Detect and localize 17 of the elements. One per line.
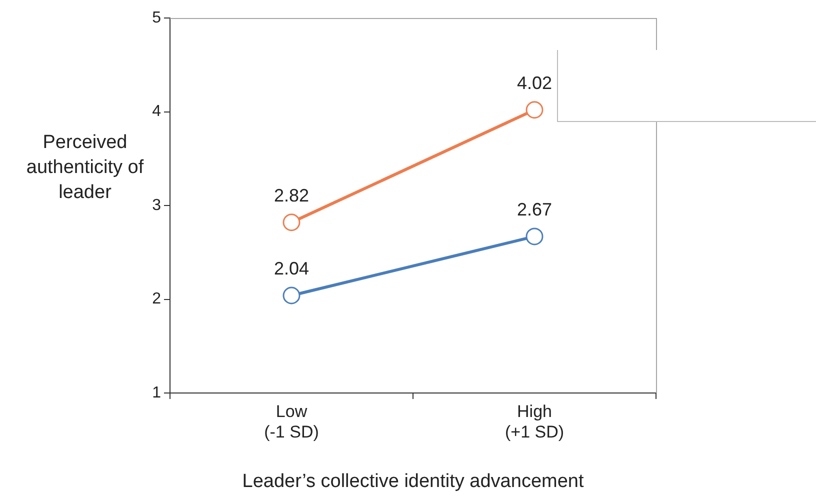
y-tick-label: 1 (152, 384, 162, 402)
data-label: 2.67 (516, 199, 552, 220)
y-tick-label: 5 (152, 9, 162, 26)
point (282, 214, 300, 232)
data-label: 2.04 (274, 258, 310, 278)
y-tick-label: 4 (152, 103, 162, 120)
data-label: 4.02 (516, 72, 552, 93)
point (526, 228, 544, 246)
point (526, 101, 544, 119)
y-tick-label: 3 (152, 196, 162, 214)
data-label: 2.82 (274, 185, 310, 206)
y-axis-title: Perceived authenticity of leader (25, 131, 145, 205)
y-tick-label: 2 (152, 290, 162, 308)
x-tick-label: Low (-1 SD) (264, 402, 319, 442)
point (282, 286, 300, 304)
x-axis-title: Leader’s collective identity advancement (242, 470, 584, 492)
x-tick-label: High (+1 SD) (504, 402, 564, 442)
